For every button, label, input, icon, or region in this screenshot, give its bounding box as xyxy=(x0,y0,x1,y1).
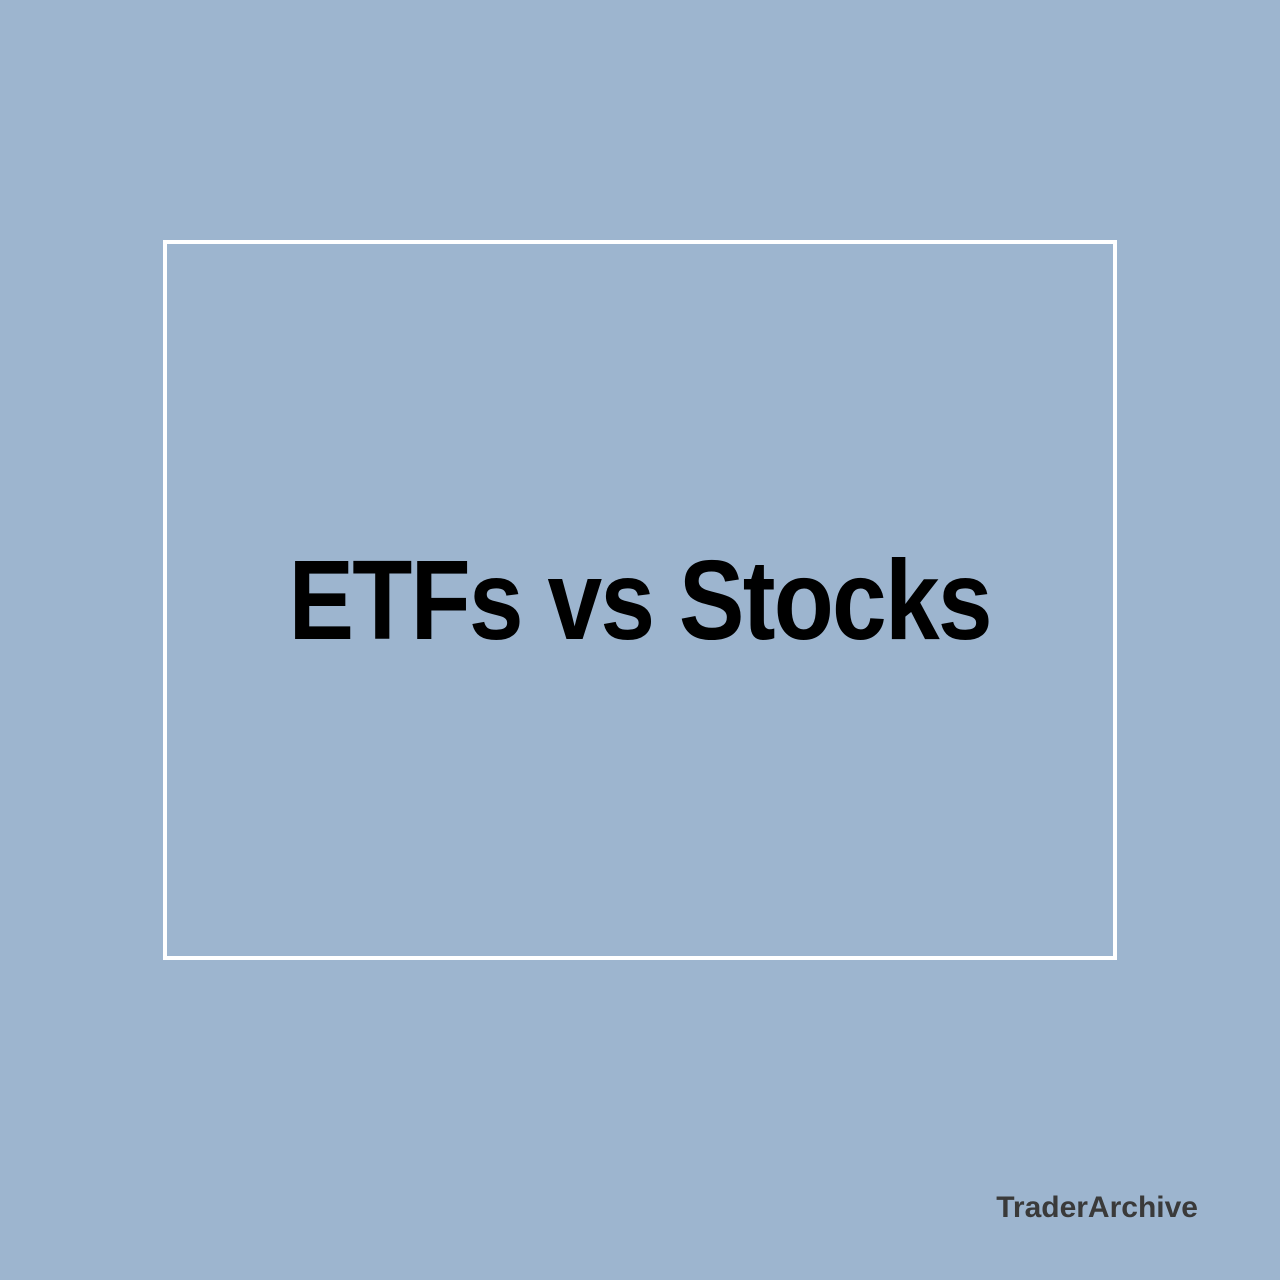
title-frame: ETFs vs Stocks xyxy=(163,240,1117,960)
main-title: ETFs vs Stocks xyxy=(289,535,991,665)
watermark-text: TraderArchive xyxy=(996,1191,1198,1225)
